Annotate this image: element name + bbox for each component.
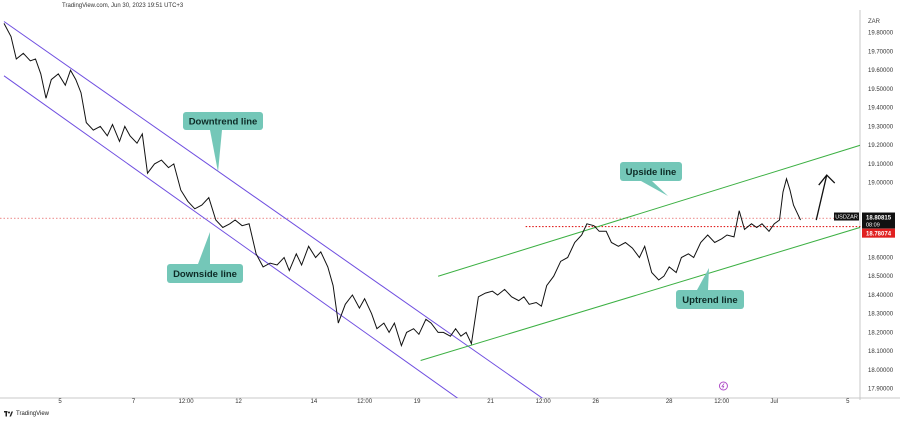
x-tick-label: 19 [414, 399, 421, 405]
currency-label: ZAR [868, 19, 881, 25]
symbol-tag-label: USDZAR [835, 215, 858, 221]
annotation-pointer [198, 232, 210, 264]
y-tick-label: 19.40000 [868, 106, 894, 112]
x-tick-label: 28 [666, 399, 673, 405]
y-tick-label: 19.20000 [868, 143, 894, 149]
annotation-label: Uptrend line [682, 295, 737, 306]
upside-line [437, 144, 860, 277]
x-tick-label: 5 [58, 399, 62, 405]
x-tick-label: 12:00 [536, 399, 552, 405]
lightning-icon [721, 383, 725, 389]
x-tick-label: 7 [132, 399, 136, 405]
countdown-label: 08:09 [866, 223, 880, 229]
annotation-box [167, 264, 243, 283]
x-tick-label: 12 [235, 399, 242, 405]
price-line [3, 23, 801, 348]
x-tick-label: 5 [846, 399, 850, 405]
x-tick-label: Jul [770, 399, 778, 405]
y-tick-label: 19.50000 [868, 87, 894, 93]
current-price-tag [862, 212, 895, 229]
y-tick-label: 19.70000 [868, 49, 894, 55]
brand-name: TradingView [16, 411, 50, 417]
annotation-box [620, 162, 682, 181]
y-tick-label: 18.20000 [868, 330, 894, 336]
tradingview-logo-icon [4, 411, 13, 417]
arrow-shaft [815, 174, 828, 221]
annotation-box [676, 290, 744, 309]
symbol-tag [834, 212, 859, 221]
y-tick-label: 19.30000 [868, 124, 894, 130]
annotation-pointer [697, 268, 709, 290]
x-tick-label: 12:00 [179, 399, 195, 405]
annotation-pointer [641, 181, 668, 196]
downtrend-line [3, 21, 543, 398]
annotation-box [183, 112, 263, 130]
y-tick-label: 19.80000 [868, 31, 894, 37]
x-tick-label: 21 [487, 399, 494, 405]
y-tick-label: 19.10000 [868, 162, 894, 168]
arrow-head [818, 174, 836, 186]
chart-header: TradingView.com, Jun 30, 2023 19:51 UTC+… [62, 3, 184, 9]
tradingview-brand: TradingView [4, 411, 49, 417]
y-tick-label: 18.50000 [868, 274, 894, 280]
annotation-label: Downside line [173, 269, 237, 280]
x-tick-label: 26 [592, 399, 599, 405]
x-tick-label: 12:00 [357, 399, 373, 405]
x-tick-label: 12:00 [714, 399, 730, 405]
annotation-label: Downtrend line [189, 117, 258, 128]
y-tick-label: 19.00000 [868, 181, 894, 187]
y-tick-label: 19.60000 [868, 68, 894, 74]
level-price-tag [862, 228, 895, 238]
downside-line [3, 75, 459, 398]
y-tick-label: 17.90000 [868, 387, 894, 393]
y-tick-label: 18.30000 [868, 312, 894, 318]
level-price-value: 18.78074 [866, 232, 892, 238]
annotation-pointer [210, 130, 222, 172]
current-price-value: 18.80815 [866, 216, 892, 222]
uptrend-line [420, 226, 860, 362]
y-tick-label: 18.40000 [868, 293, 894, 299]
y-tick-label: 18.00000 [868, 368, 894, 374]
y-tick-label: 18.60000 [868, 256, 894, 262]
x-tick-label: 14 [310, 399, 317, 405]
annotation-label: Upside line [626, 167, 677, 178]
y-tick-label: 18.10000 [868, 349, 894, 355]
